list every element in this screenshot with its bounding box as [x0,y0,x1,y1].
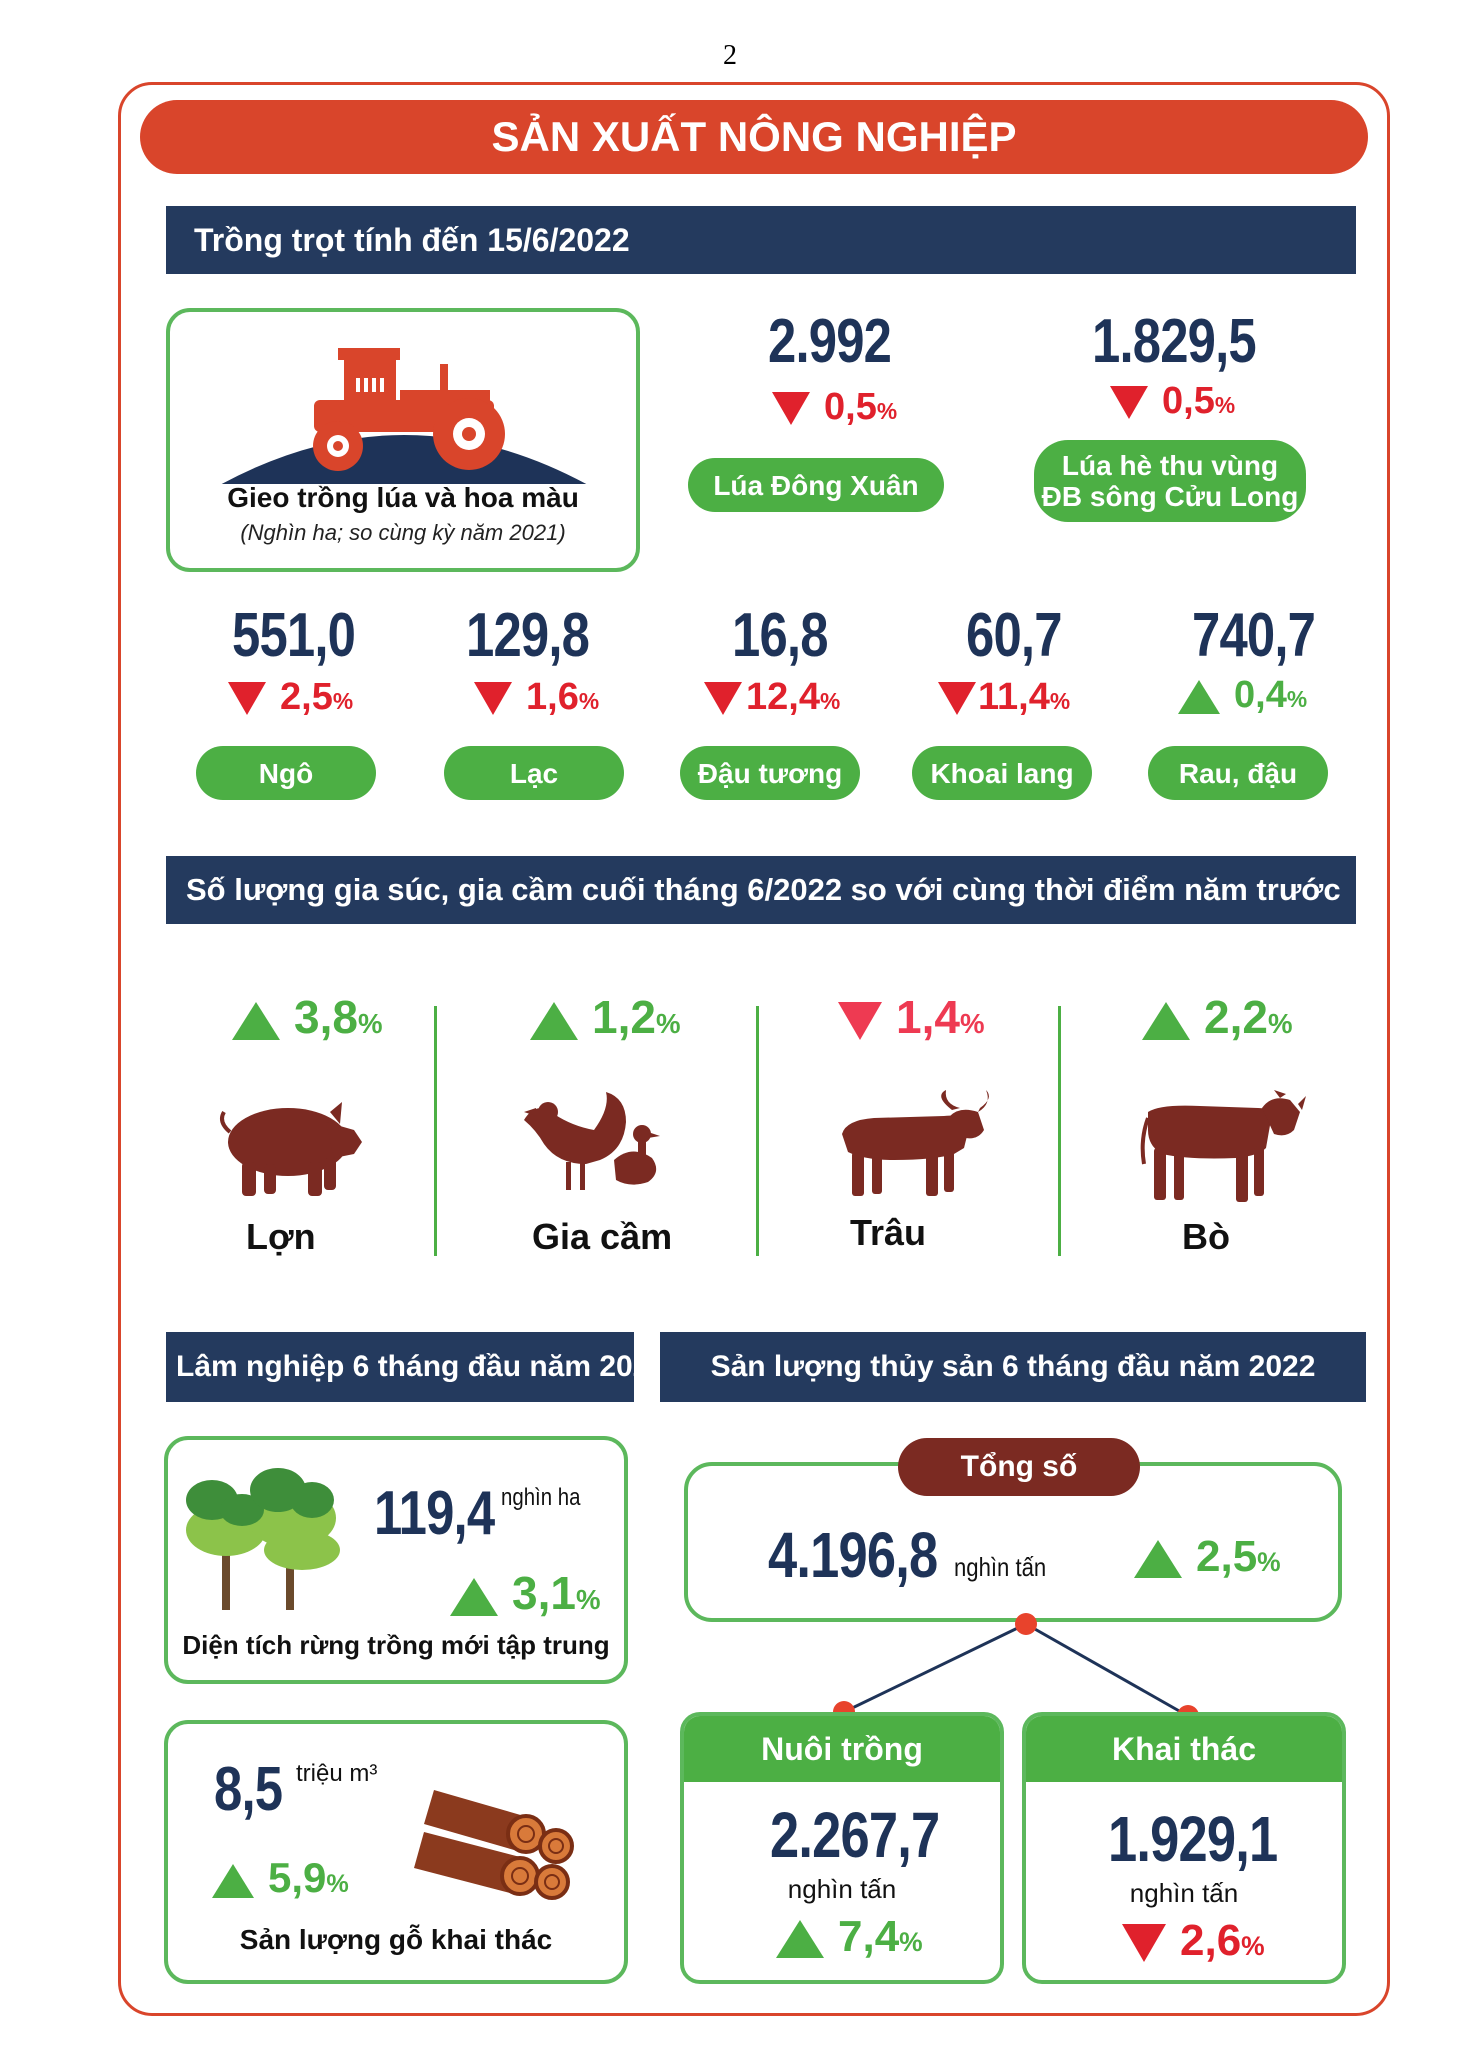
down-triangle-icon [474,682,512,716]
forest-change: 3,1% [450,1566,601,1620]
catch-unit: nghìn tấn [1129,1878,1239,1908]
fishery-total-unit: nghìn tấn [954,1552,1047,1582]
wood-value: 8,5 [214,1755,283,1824]
fishery-total-change: 2,5% [1134,1532,1281,1582]
catch-change: 2,6% [1122,1916,1265,1966]
crops-card-subtitle: (Nghìn ha; so cùng kỳ năm 2021) [240,520,566,545]
down-triangle-icon [704,682,742,716]
fishery-connector [833,1613,1199,1726]
up-triangle-icon [232,1001,280,1040]
pig-icon [220,1102,362,1196]
livestock-change: 1,4% [838,990,985,1044]
livestock-label-pig: Lợn [246,1216,316,1257]
down-triangle-icon [1122,1924,1166,1963]
crop-label-dautuong: Đậu tương [680,746,860,800]
aquaculture-label: Nuôi trồng [684,1716,1000,1782]
aquaculture-card: Nuôi trồng 2.267,7 nghìn tấn 7,4% [680,1712,1004,1984]
crop-item: 60,7 11,4% Khoai lang [912,600,1092,800]
logs-icon [414,1790,574,1900]
rice-hethu-label: Lúa hè thu vùng ĐB sông Cửu Long [1034,440,1306,522]
fishery-total-value: 4.196,8 [768,1519,938,1591]
catch-value: 1.929,1 [1108,1803,1278,1875]
page-title-banner: SẢN XUẤT NÔNG NGHIỆP [140,100,1368,174]
up-triangle-icon [1178,679,1220,714]
crop-item: 551,0 2,5% Ngô [196,600,376,800]
rice-hethu-change: 0,5% [1110,380,1235,423]
up-triangle-icon [776,1920,824,1959]
divider [434,1006,437,1256]
forest-value: 119,4 [374,1479,495,1548]
crop-item: 16,8 12,4% Đậu tương [680,600,860,800]
up-triangle-icon [530,1001,578,1040]
crops-card-title: Gieo trồng lúa và hoa màu [227,482,579,513]
wood-card: 8,5 triệu m³ 5,9% Sản lượng gỗ khai thác [164,1720,628,1984]
livestock-change: 1,2% [530,990,681,1044]
fishery-header: Sản lượng thủy sản 6 tháng đầu năm 2022 [660,1332,1366,1402]
crop-label-raudau: Rau, đậu [1148,746,1328,800]
catch-label: Khai thác [1026,1716,1342,1782]
aquaculture-change: 7,4% [776,1912,923,1962]
page-number: 2 [723,40,737,71]
crops-header: Trồng trọt tính đến 15/6/2022 [166,206,1356,274]
cow-icon [1140,1090,1306,1202]
trees-icon [186,1468,340,1610]
forest-unit: nghìn ha [501,1484,581,1511]
up-triangle-icon [212,1863,254,1898]
crop-item: 740,7 0,4% Rau, đậu [1148,600,1328,800]
forest-card: 119,4 nghìn ha 3,1% Diện tích rừng trồng… [164,1436,628,1684]
up-triangle-icon [1142,1001,1190,1040]
up-triangle-icon [450,1577,498,1616]
crop-item: 129,8 1,6% Lạc [444,600,624,800]
wood-label: Sản lượng gỗ khai thác [239,1924,553,1955]
crop-label-lac: Lạc [444,746,624,800]
rice-hethu-value: 1.829,5 [1092,307,1257,376]
livestock-label-poultry: Gia cầm [532,1216,673,1257]
livestock-change: 2,2% [1142,990,1293,1044]
aquaculture-unit: nghìn tấn [787,1874,897,1904]
divider [1058,1006,1061,1256]
livestock-label-buffalo: Trâu [850,1212,927,1253]
livestock-header: Số lượng gia súc, gia cầm cuối tháng 6/2… [166,856,1356,924]
down-triangle-icon [772,392,810,426]
livestock-label-cow: Bò [1182,1216,1230,1257]
down-triangle-icon [938,682,976,716]
down-triangle-icon [1110,386,1148,420]
poultry-icon [524,1092,660,1190]
forestry-header: Lâm nghiệp 6 tháng đầu năm 2022 [166,1332,634,1402]
down-triangle-icon [838,1001,882,1040]
rice-dongxuan-label: Lúa Đông Xuân [688,458,944,512]
crop-label-ngo: Ngô [196,746,376,800]
livestock-change: 3,8% [232,990,383,1044]
tractor-icon [221,348,587,484]
down-triangle-icon [228,682,266,716]
rice-dongxuan-change: 0,5% [772,386,897,429]
buffalo-icon [842,1090,989,1196]
divider [756,1006,759,1256]
page-frame [118,82,1390,2016]
forest-label: Diện tích rừng trồng mới tập trung [182,1630,610,1660]
wood-unit: triệu m³ [296,1760,378,1787]
aquaculture-value: 2.267,7 [770,1799,940,1871]
up-triangle-icon [1134,1540,1182,1579]
page-title: SẢN XUẤT NÔNG NGHIỆP [491,113,1017,160]
crops-card: Gieo trồng lúa và hoa màu (Nghìn ha; so … [166,308,640,572]
catch-card: Khai thác 1.929,1 nghìn tấn 2,6% [1022,1712,1346,1984]
wood-change: 5,9% [212,1854,349,1902]
rice-dongxuan-value: 2.992 [768,307,892,376]
crop-label-khoailang: Khoai lang [912,746,1092,800]
fishery-total-label: Tổng số [898,1438,1140,1496]
